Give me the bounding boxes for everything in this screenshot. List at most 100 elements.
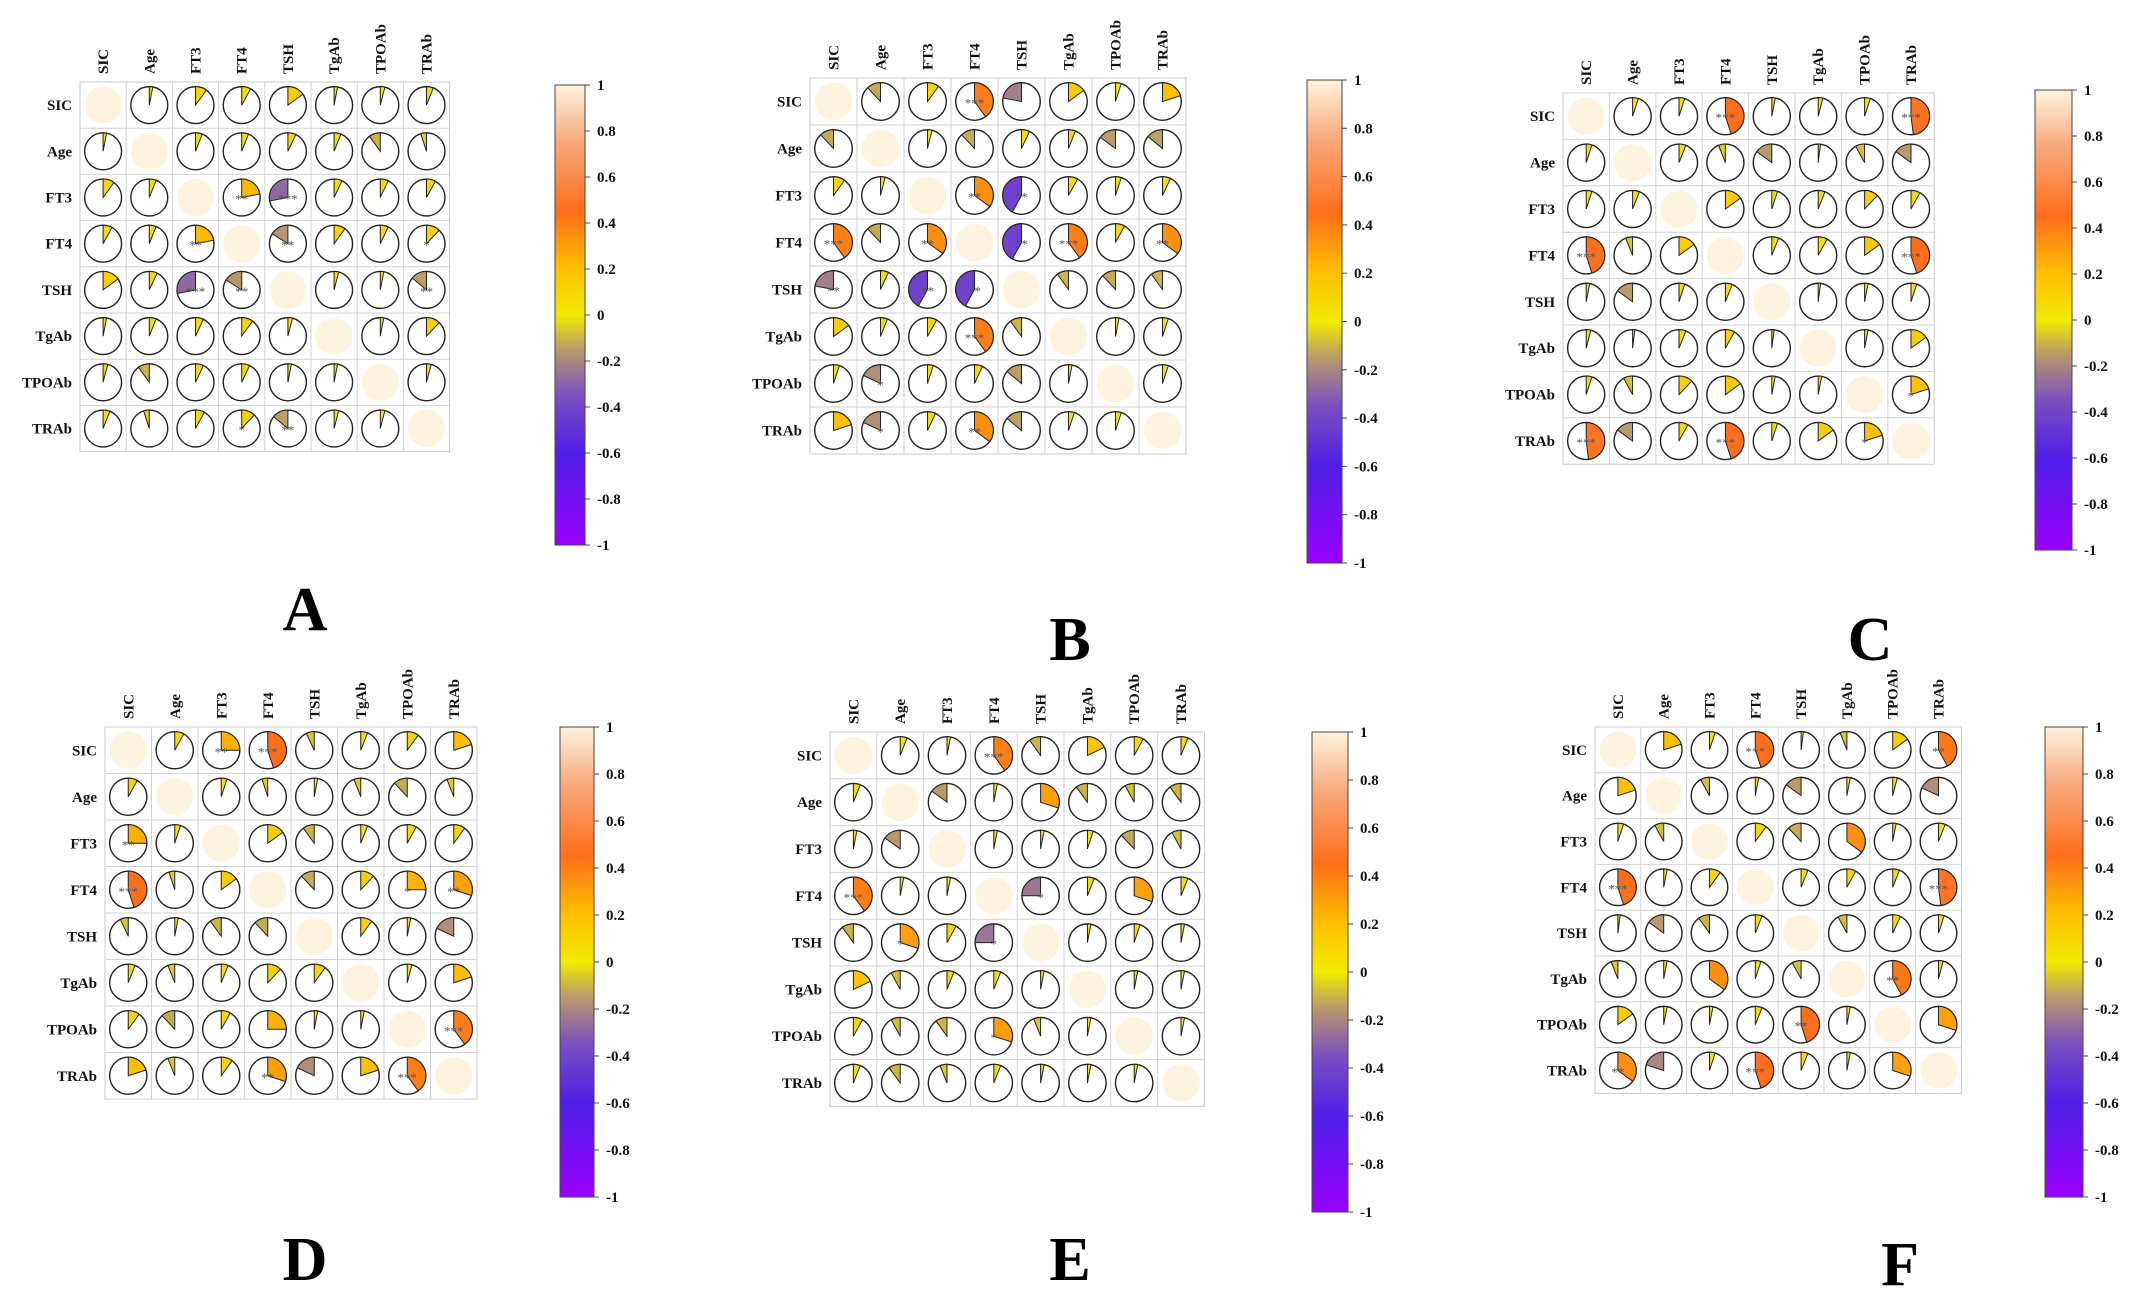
pie-slice [1892,776,1898,796]
column-label: TSH [1015,40,1031,70]
significance-mark: *** [1059,237,1079,252]
column-label: SIC [1579,60,1595,85]
significance-mark: ** [189,238,202,253]
colorbar-tick-label: -0.6 [606,1096,630,1112]
diagonal-pie [249,871,287,909]
pie-slice [1115,82,1122,102]
significance-mark: *** [1901,110,1921,125]
pie-slice [127,777,138,797]
pie-slice [1115,223,1126,243]
pie-slice [1086,923,1092,943]
row-label: TPOAb [752,377,802,393]
pie-slice [1162,176,1172,196]
column-label: FT4 [1748,692,1764,719]
row-label: TgAb [35,329,72,345]
row-label: TRAb [1515,434,1555,450]
pie-slice [296,1056,315,1077]
pie-slice [220,1056,233,1078]
pie-slice [1028,736,1042,757]
pie-slice [333,86,339,106]
row-label: TSH [772,283,802,299]
row-label: FT3 [795,842,822,858]
pie-slice [852,876,873,912]
column-label: TPOAb [1886,669,1902,719]
pie-slice [1086,1016,1092,1037]
pie-slice [1846,868,1857,888]
pie-slice [866,223,881,244]
pie-slice [220,870,237,891]
column-label: TgAb [327,37,343,74]
colorbar-tick-label: 0.8 [2084,129,2103,145]
row-label: TRAb [57,1069,97,1085]
pie-slice [167,1056,176,1076]
significance-mark: * [404,884,411,899]
pie-slice [287,132,297,152]
pie-slice [305,731,315,751]
pie-slice [1800,1005,1820,1043]
diagonal-pie [908,176,947,215]
pie-slice [927,223,947,255]
pie-slice [1754,776,1760,796]
colorbar-tick-label: -0.8 [2084,497,2108,513]
diagonal-pie [1874,1006,1912,1044]
colorbar-tick-label: -0.2 [1360,1013,1384,1029]
pie-slice [880,317,889,337]
pie-slice [225,270,243,291]
pie-slice [1068,82,1085,103]
pie-slice [360,1010,365,1030]
significance-mark: *** [444,1023,464,1038]
column-label: FT4 [968,43,984,70]
colorbar-tick-label: -0.8 [1354,508,1378,524]
pie-slice [1938,914,1945,934]
pie-slice [393,777,408,799]
colorbar-tick-label: 0.4 [2095,861,2114,877]
column-label: TRAb [1904,45,1920,85]
significance-mark: *** [984,749,1004,764]
diagonal-pie [408,410,445,447]
row-label: Age [1530,156,1555,172]
pie-slice [167,963,176,983]
pie-slice [899,736,908,756]
panel-label: D [283,1226,328,1293]
pie-slice [927,129,933,149]
pie-slice [1864,329,1869,349]
row-label: SIC [72,743,97,759]
pie-slice [1864,236,1881,257]
column-label: TPOAb [373,24,389,74]
pie-slice [1040,970,1045,990]
column-label: FT3 [921,43,937,70]
pie-slice [1654,822,1665,842]
row-label: FT4 [70,883,97,899]
pie-slice [833,176,846,198]
pie-slice [1162,364,1169,384]
significance-mark: ** [281,423,294,438]
pie-slice [333,132,342,152]
diagonal-pie [342,964,380,1002]
pie-slice [880,270,890,290]
significance-mark: *** [1576,435,1596,450]
pie-slice [1068,129,1077,149]
pie-slice [267,824,284,845]
column-label: Age [142,49,158,74]
pie-slice [833,411,853,432]
column-label: TgAb [354,682,370,719]
pie-slice [426,224,440,245]
significance-mark: ** [1015,190,1028,205]
colorbar-tick-label: 0.2 [606,908,625,924]
pie-slice [1846,1005,1851,1025]
corr-panel-F: SIC SIC Age Age FT3 FT3 FT4 FT4 TSH TSH TgAb TgAb TP… [1537,669,2119,1293]
column-label: FT3 [189,47,205,74]
pie-slice [1678,282,1686,302]
pie-slice [1817,236,1828,256]
colorbar-tick-label: -1 [597,538,610,554]
colorbar [554,84,586,546]
significance-mark: *** [186,284,206,299]
pie-slice [1006,411,1022,432]
diagonal-pie [177,179,214,216]
pie-slice [1585,421,1606,460]
pie-slice [268,178,289,202]
pie-slice [302,824,315,845]
panel-label: E [1049,1226,1090,1293]
pie-slice [1068,411,1075,431]
pie-slice [1040,829,1045,850]
